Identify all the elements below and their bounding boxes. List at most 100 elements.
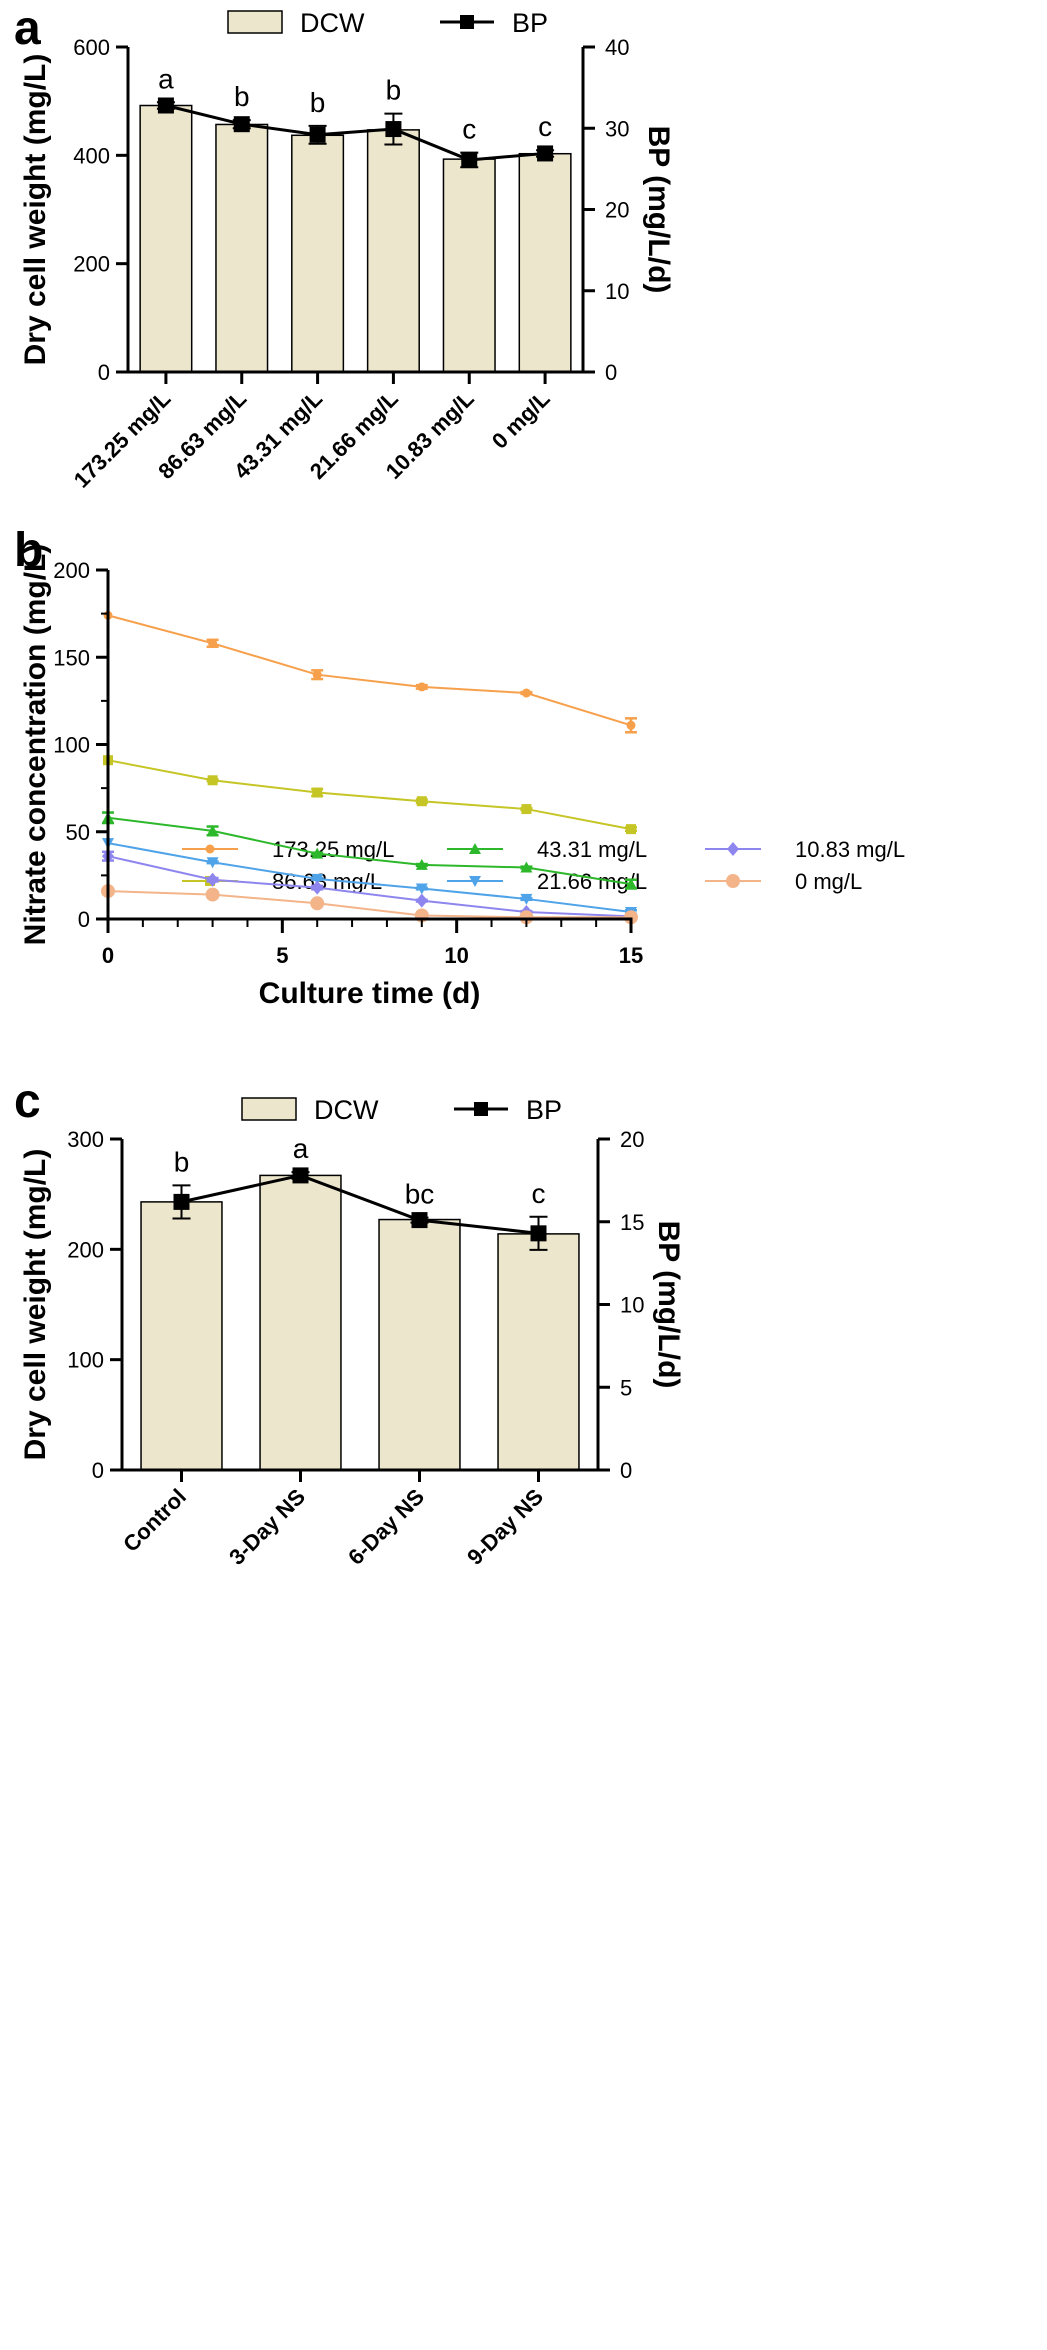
- panel-a-letter: a: [14, 2, 41, 55]
- panel-a-bp-line: [165, 104, 546, 162]
- panel-a-right-tick-label-4: 40: [605, 35, 629, 60]
- panel-c-significance-1: a: [293, 1133, 309, 1164]
- panel-b-series-1-point-3: [416, 796, 427, 807]
- panel-b-y-tick-label-3: 150: [53, 645, 90, 670]
- panel-b-series-1-point-2: [312, 787, 323, 798]
- panel-c-significance-3: c: [532, 1178, 546, 1209]
- panel-b-series-2-point-1: [206, 824, 219, 836]
- panel-c-x-tick-label-2: 6-Day NS: [343, 1484, 429, 1570]
- panel-c-right-tick-label-2: 10: [620, 1293, 644, 1318]
- panel-c-bp-point-0: [173, 1193, 190, 1210]
- panel-c-bp-point-3: [530, 1225, 547, 1242]
- panel-c-legend-bp-marker: [474, 1102, 488, 1116]
- panel-b-legend-marker-2: [469, 843, 481, 854]
- panel-a-legend-dcw-label: DCW: [300, 8, 365, 38]
- panel-a-bar-5: [518, 152, 572, 373]
- panel-b-series-1-point-1: [207, 775, 218, 786]
- panel-a-y2-axis-title: BP (mg/L/d): [642, 126, 675, 294]
- panel-b-series-3-point-3: [415, 883, 428, 895]
- panel-b-series-3-point-2: [311, 873, 324, 885]
- panel-b-series-4-point-1: [206, 872, 219, 887]
- panel-a-bar-2: [291, 134, 345, 373]
- panel-b-series-0-point-4: [521, 688, 531, 698]
- panel-a-bar-0: [139, 104, 193, 373]
- panel-b-legend-label-0: 173.25 mg/L: [272, 837, 394, 862]
- panel-b-x-tick-label-1: 5: [276, 943, 288, 968]
- panel-a-bp-point-0: [157, 97, 174, 114]
- panel-b-series-0-point-1: [208, 638, 218, 648]
- panel-a-left-tick-label-2: 400: [73, 143, 110, 168]
- panel-b-x-axis-title: Culture time (d): [259, 977, 481, 1010]
- panel-c-bar-1: [259, 1174, 342, 1471]
- panel-c-y2-axis-title: BP (mg/L/d): [652, 1221, 685, 1389]
- panel-c-left-tick-label-0: 0: [92, 1458, 104, 1483]
- panel-b-series-line-3: [107, 842, 632, 914]
- panel-b-series-line-2: [107, 816, 632, 886]
- panel-b-series-4-point-2: [311, 880, 324, 895]
- panel-a-bar-1: [215, 123, 269, 373]
- panel-a-left-tick-label-0: 0: [98, 360, 110, 385]
- panel-b-series-0-point-5: [626, 720, 636, 730]
- panel-c-right-tick-label-0: 0: [620, 1458, 632, 1483]
- panel-b-series-2-point-4: [520, 861, 533, 873]
- panel-c-left-tick-label-3: 300: [67, 1127, 104, 1152]
- panel-a-bp-point-3: [385, 121, 402, 138]
- panel-c-legend-dcw-swatch: [241, 1097, 297, 1121]
- panel-c-significance-0: b: [174, 1146, 190, 1177]
- panel-b-legend-marker-5: [726, 874, 740, 888]
- panel-b-series-line-1: [107, 759, 632, 831]
- panel-b-legend-label-3: 21.66 mg/L: [537, 869, 647, 894]
- panel-c-bar-0: [140, 1201, 223, 1471]
- panel-b-series-3-point-4: [520, 893, 533, 905]
- panel-a-significance-1: b: [234, 81, 250, 112]
- panel-b-y-tick-label-2: 100: [53, 733, 90, 758]
- panel-b-legend-label-4: 10.83 mg/L: [795, 837, 905, 862]
- panel-b-series-5-point-2: [310, 896, 325, 911]
- panel-b-legend-marker-3: [469, 876, 481, 887]
- panel-b-series-1-point-5: [626, 824, 636, 835]
- panel-b-x-tick-label-0: 0: [102, 943, 114, 968]
- panel-a-bar-4: [442, 158, 496, 373]
- panel-c-right-tick-label-3: 15: [620, 1210, 644, 1235]
- panel-a-bp-point-5: [537, 145, 554, 162]
- panel-c-y-axis-title: Dry cell weight (mg/L): [19, 1149, 52, 1461]
- panel-c-right-tick-label-4: 20: [620, 1127, 644, 1152]
- panel-a-legend-dcw-swatch: [227, 10, 283, 34]
- panel-b-series-3-point-1: [206, 857, 219, 869]
- panel-a-bp-point-1: [233, 116, 250, 133]
- panel-c-letter: c: [14, 1075, 41, 1128]
- panel-b-series-line-0: [107, 614, 632, 727]
- panel-a-legend-bp-marker: [460, 15, 474, 29]
- panel-a-legend-bp-label: BP: [512, 8, 548, 38]
- panel-b-series-4-point-3: [415, 893, 428, 908]
- panel-a-significance-3: b: [386, 75, 402, 106]
- panel-b-series-0-point-3: [417, 682, 427, 692]
- panel-b-series-1-point-4: [521, 804, 532, 815]
- panel-b-y-axis-title: Nitrate concentration (mg/L): [19, 544, 52, 946]
- panel-c-bar-2: [378, 1218, 461, 1471]
- panel-a-significance-2: b: [310, 87, 326, 118]
- panel-a-left-tick-label-3: 600: [73, 35, 110, 60]
- panel-a-bp-point-4: [461, 151, 478, 168]
- panel-c-x-tick-label-1: 3-Day NS: [224, 1484, 310, 1570]
- panel-a-x-tick-label-0: 173.25 mg/L: [69, 386, 176, 493]
- panel-b-y-tick-label-0: 0: [78, 907, 90, 932]
- panel-a-bar-3: [366, 129, 420, 373]
- panel-c-bp-point-1: [292, 1167, 309, 1184]
- panel-c-bar-3: [497, 1233, 580, 1471]
- panel-c-legend-bp-label: BP: [526, 1095, 562, 1125]
- panel-b-series-2-point-2: [311, 847, 324, 859]
- panel-c-bp-line: [181, 1173, 539, 1235]
- panel-b-legend-marker-0: [205, 844, 215, 854]
- panel-b-y-tick-label-1: 50: [66, 820, 90, 845]
- panel-b-series-5-point-5: [624, 910, 638, 925]
- panel-b-legend-label-5: 0 mg/L: [795, 869, 862, 894]
- panel-c-x-tick-label-3: 9-Day NS: [462, 1484, 548, 1570]
- panel-b-legend-marker-4: [727, 842, 739, 856]
- panel-a-significance-5: c: [538, 111, 552, 142]
- panel-c-left-tick-label-2: 200: [67, 1237, 104, 1262]
- panel-a-left-tick-label-1: 200: [73, 252, 110, 277]
- panel-b-series-line-4: [107, 855, 632, 918]
- panel-a-significance-0: a: [158, 63, 174, 94]
